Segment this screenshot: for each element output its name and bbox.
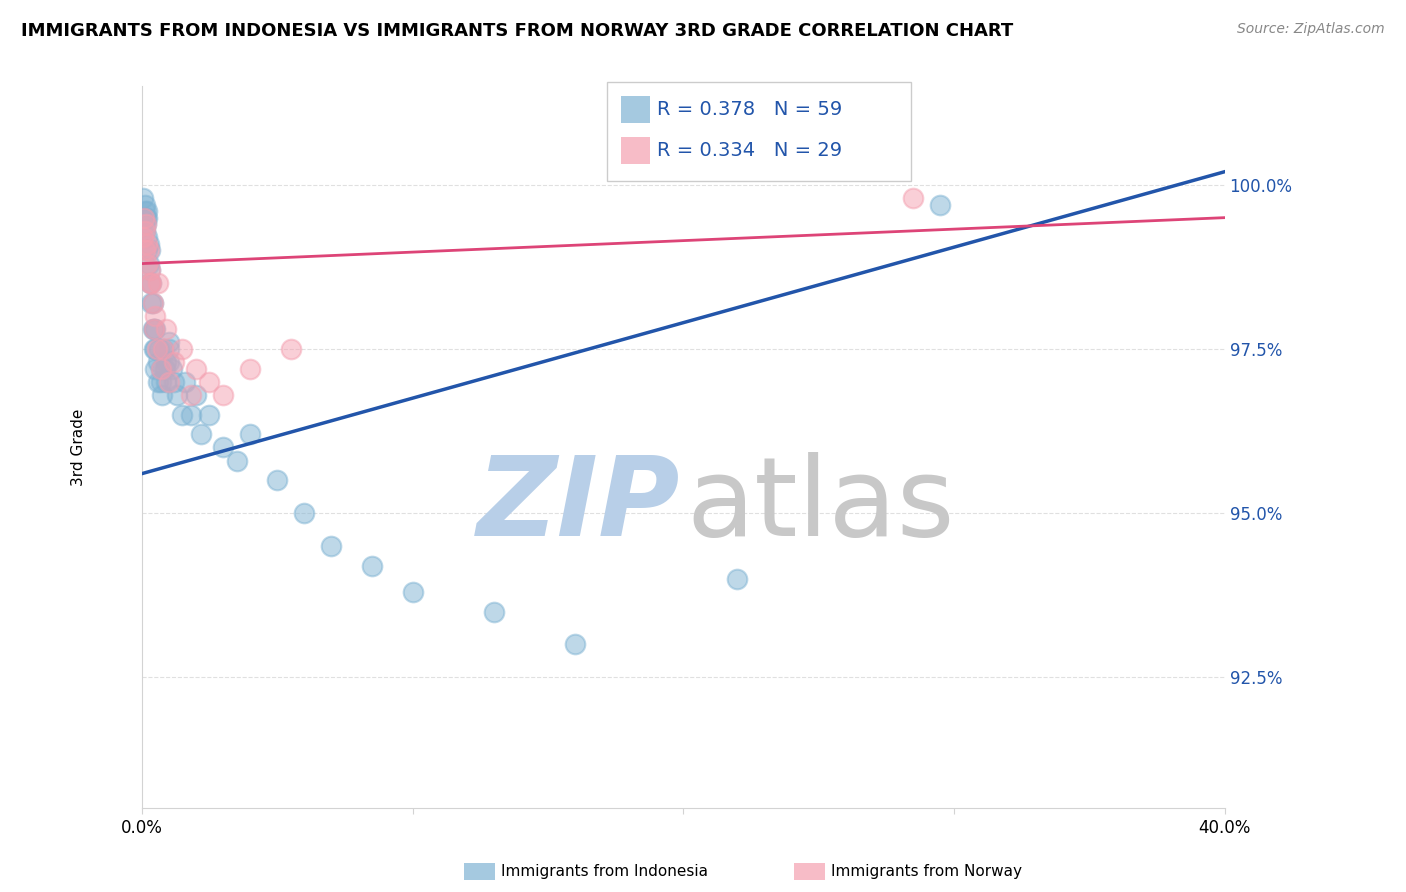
Point [153,361,176,376]
Text: atlas: atlas [686,451,955,558]
Point [292,506,315,520]
Point [145,342,167,356]
Point [141,277,163,291]
Point [139,277,162,291]
Point [903,191,925,205]
Point [225,453,247,467]
Point [160,361,183,376]
Point [725,572,748,586]
Point [163,355,186,369]
Point [143,322,166,336]
Point [401,584,423,599]
Point [184,361,207,376]
Point [136,211,159,225]
Text: R = 0.378   N = 59: R = 0.378 N = 59 [657,100,842,120]
Point [149,375,172,389]
Point [139,263,162,277]
Point [239,427,262,442]
Point [135,211,157,225]
Point [180,388,202,402]
Point [134,224,156,238]
Point [138,257,160,271]
Point [142,296,165,310]
Point [132,230,155,244]
Text: IMMIGRANTS FROM INDONESIA VS IMMIGRANTS FROM NORWAY 3RD GRADE CORRELATION CHART: IMMIGRANTS FROM INDONESIA VS IMMIGRANTS … [21,22,1014,40]
Point [143,322,166,336]
Point [212,441,235,455]
Point [143,342,166,356]
Point [321,539,343,553]
Point [180,408,202,422]
Text: ZIP: ZIP [477,451,681,558]
Point [142,296,165,310]
Point [141,277,163,291]
Point [136,244,159,258]
Point [134,224,156,238]
Point [149,361,172,376]
Point [280,342,302,356]
Point [564,637,586,651]
Point [198,375,221,389]
Point [146,355,169,369]
Point [134,244,156,258]
Point [146,375,169,389]
Point [136,204,159,219]
Point [152,342,174,356]
Point [266,473,288,487]
Point [143,342,166,356]
Y-axis label: 3rd Grade: 3rd Grade [72,409,86,486]
Point [136,257,159,271]
Point [135,230,157,244]
Point [212,388,235,402]
Point [155,322,177,336]
Text: Immigrants from Norway: Immigrants from Norway [831,864,1022,879]
Point [135,236,157,251]
Point [361,558,384,573]
Point [143,322,166,336]
Point [166,388,188,402]
Point [139,277,162,291]
Text: R = 0.334   N = 29: R = 0.334 N = 29 [657,141,842,161]
Point [190,427,212,442]
Point [155,355,177,369]
Point [174,375,197,389]
Point [134,197,156,211]
Point [929,197,952,211]
Point [142,322,165,336]
Point [134,204,156,219]
Point [239,361,262,376]
Point [172,342,194,356]
Point [482,605,505,619]
Point [198,408,221,422]
Text: Source: ZipAtlas.com: Source: ZipAtlas.com [1237,22,1385,37]
Point [157,335,180,350]
Point [163,375,186,389]
Point [157,355,180,369]
Point [157,342,180,356]
Point [139,263,162,277]
Point [141,296,163,310]
Point [132,191,155,205]
Point [135,217,157,231]
Point [149,361,172,376]
Point [132,211,155,225]
Point [135,217,157,231]
Point [155,375,177,389]
Point [138,244,160,258]
Point [132,211,155,225]
Point [146,277,169,291]
Point [157,375,180,389]
Point [143,361,166,376]
Point [139,244,162,258]
Point [150,388,173,402]
Point [143,309,166,323]
Text: Immigrants from Indonesia: Immigrants from Indonesia [501,864,707,879]
Point [184,388,207,402]
Point [172,408,194,422]
Point [138,236,160,251]
Point [148,342,170,356]
Point [152,342,174,356]
